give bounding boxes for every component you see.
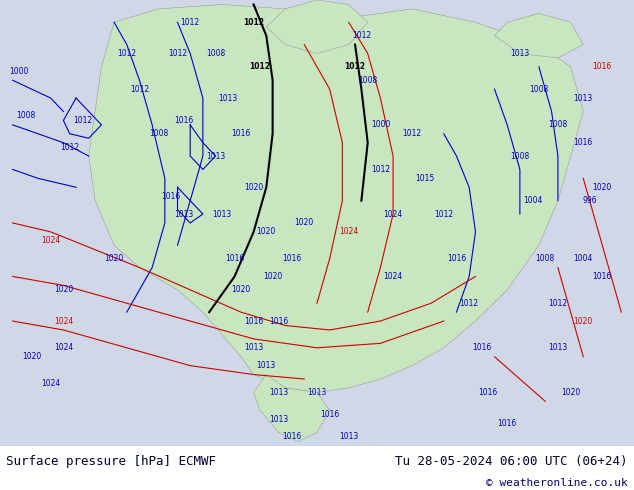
Text: 1012: 1012 (548, 299, 567, 308)
Text: 1012: 1012 (460, 299, 479, 308)
Text: 1008: 1008 (16, 111, 35, 121)
Text: 1020: 1020 (22, 352, 41, 361)
Text: 1013: 1013 (574, 94, 593, 102)
Text: 1020: 1020 (257, 227, 276, 236)
Text: 1016: 1016 (282, 254, 301, 263)
Text: 1020: 1020 (561, 388, 580, 397)
Text: 1016: 1016 (593, 272, 612, 281)
Text: 1008: 1008 (548, 121, 567, 129)
Text: 1004: 1004 (523, 196, 542, 205)
Text: 1012: 1012 (168, 49, 187, 58)
Text: 1016: 1016 (479, 388, 498, 397)
Text: 1013: 1013 (269, 415, 288, 424)
Text: 1000: 1000 (10, 67, 29, 76)
Text: 1012: 1012 (249, 62, 271, 72)
Text: 1016: 1016 (574, 138, 593, 147)
Text: 1013: 1013 (174, 210, 193, 219)
Text: 1013: 1013 (548, 343, 567, 352)
Text: 1024: 1024 (54, 343, 73, 352)
Text: 1008: 1008 (149, 129, 168, 138)
Polygon shape (89, 4, 583, 392)
Text: 1013: 1013 (339, 433, 358, 441)
Text: 1013: 1013 (257, 361, 276, 370)
Text: 1020: 1020 (295, 219, 314, 227)
Text: 1012: 1012 (73, 116, 92, 125)
Text: 1008: 1008 (529, 85, 548, 94)
Polygon shape (0, 0, 634, 446)
Text: 1013: 1013 (244, 343, 263, 352)
Text: 1013: 1013 (212, 210, 231, 219)
Text: 1016: 1016 (447, 254, 466, 263)
Text: 1024: 1024 (54, 317, 73, 325)
Text: 1012: 1012 (60, 143, 79, 151)
Text: 1016: 1016 (174, 116, 193, 125)
Polygon shape (266, 0, 368, 53)
Text: 996: 996 (582, 196, 597, 205)
Text: 1016: 1016 (225, 254, 244, 263)
Text: 1020: 1020 (263, 272, 282, 281)
Text: 1012: 1012 (371, 165, 390, 174)
Text: 1016: 1016 (162, 192, 181, 201)
Text: 1020: 1020 (105, 254, 124, 263)
Text: 1020: 1020 (593, 183, 612, 192)
Text: 1024: 1024 (384, 272, 403, 281)
Text: 1024: 1024 (384, 210, 403, 219)
Text: 1015: 1015 (415, 174, 434, 183)
Text: 1024: 1024 (41, 236, 60, 245)
Text: 1012: 1012 (403, 129, 422, 138)
Text: 1016: 1016 (498, 419, 517, 428)
Text: 1020: 1020 (574, 317, 593, 325)
Text: 1008: 1008 (358, 76, 377, 85)
Text: 1016: 1016 (593, 62, 612, 72)
Text: Surface pressure [hPa] ECMWF: Surface pressure [hPa] ECMWF (6, 455, 216, 468)
Text: 1012: 1012 (117, 49, 136, 58)
Text: 1012: 1012 (243, 18, 264, 27)
Text: 1008: 1008 (536, 254, 555, 263)
Text: 1012: 1012 (181, 18, 200, 27)
Text: 1013: 1013 (206, 151, 225, 161)
Text: 1013: 1013 (510, 49, 529, 58)
Text: 1012: 1012 (344, 62, 366, 72)
Text: 1000: 1000 (371, 121, 390, 129)
Polygon shape (254, 374, 330, 441)
Text: 1016: 1016 (472, 343, 491, 352)
Text: 1012: 1012 (130, 85, 149, 94)
Text: 1016: 1016 (231, 129, 250, 138)
Text: 1012: 1012 (352, 31, 371, 40)
Text: 1016: 1016 (320, 410, 339, 419)
Text: 1012: 1012 (434, 210, 453, 219)
Text: 1020: 1020 (244, 183, 263, 192)
Text: 1016: 1016 (282, 433, 301, 441)
Text: Tu 28-05-2024 06:00 UTC (06+24): Tu 28-05-2024 06:00 UTC (06+24) (395, 455, 628, 468)
Text: 1024: 1024 (41, 379, 60, 388)
Text: 1008: 1008 (206, 49, 225, 58)
Text: © weatheronline.co.uk: © weatheronline.co.uk (486, 478, 628, 489)
Text: 1016: 1016 (269, 317, 288, 325)
Text: 1020: 1020 (231, 285, 250, 294)
Text: 1020: 1020 (54, 285, 73, 294)
Polygon shape (495, 13, 583, 58)
Text: 1024: 1024 (339, 227, 358, 236)
Text: 1004: 1004 (574, 254, 593, 263)
Text: 1008: 1008 (510, 151, 529, 161)
Text: 1016: 1016 (244, 317, 263, 325)
Text: 1013: 1013 (269, 388, 288, 397)
Text: 1013: 1013 (307, 388, 327, 397)
Text: 1013: 1013 (219, 94, 238, 102)
